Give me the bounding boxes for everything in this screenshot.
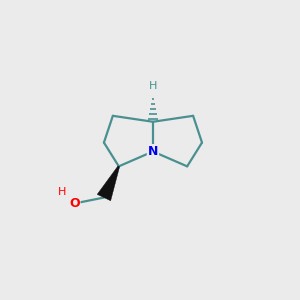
Text: O: O: [69, 197, 80, 210]
Text: H: H: [149, 81, 157, 91]
Polygon shape: [97, 166, 120, 201]
Text: H: H: [58, 187, 67, 196]
Text: N: N: [148, 145, 158, 158]
